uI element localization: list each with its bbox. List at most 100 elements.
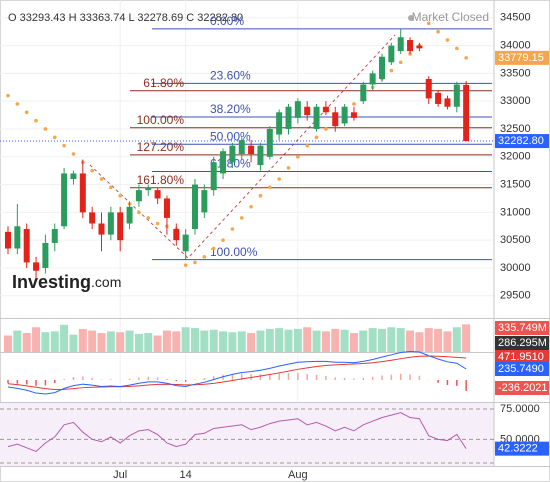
macd-hist xyxy=(91,377,93,380)
candle-body xyxy=(117,212,124,241)
sar-dot xyxy=(24,110,29,115)
candle-body xyxy=(79,173,86,213)
volume-ma-label-box xyxy=(495,336,549,350)
macd-hist xyxy=(82,376,84,380)
sar-dot xyxy=(183,263,188,267)
sar-dot xyxy=(118,193,122,198)
candle-body xyxy=(107,212,114,235)
macd-hist xyxy=(269,373,271,380)
volume-bar xyxy=(424,328,433,352)
macd-hist xyxy=(465,379,467,392)
candle-body xyxy=(42,242,49,268)
volume-bar xyxy=(134,333,143,352)
volume-bar xyxy=(378,328,386,352)
macd-hist xyxy=(203,378,206,380)
sar-dot xyxy=(445,38,450,42)
macd-hist xyxy=(343,377,346,380)
y-tick-label: 34000 xyxy=(500,39,531,51)
candle-body xyxy=(313,106,320,129)
volume-bar xyxy=(219,331,228,352)
macd-signal-label: 471.9510 xyxy=(498,351,544,363)
ohlc-value: 32282.80 xyxy=(197,12,243,24)
candle-body xyxy=(5,231,11,249)
volume-bar xyxy=(349,333,358,352)
macd-hist xyxy=(166,379,168,380)
rsi-label-box xyxy=(495,441,549,456)
ohlc-value: 33293.43 xyxy=(20,12,66,24)
candle-body xyxy=(388,45,395,63)
volume-bar xyxy=(359,330,368,352)
volume-bar xyxy=(396,328,405,352)
volume-ma-label: 286.295M xyxy=(498,337,547,349)
candle-body xyxy=(61,173,68,227)
sar-dot xyxy=(277,177,281,181)
candle-body xyxy=(248,145,255,154)
macd-hist xyxy=(231,373,234,380)
sar-dot xyxy=(6,93,10,98)
candle-body xyxy=(154,190,161,199)
volume-bar xyxy=(452,327,461,352)
x-tick-label: Jul xyxy=(113,469,127,481)
volume-bar xyxy=(293,328,302,352)
sar-dot xyxy=(137,210,141,215)
candle-body xyxy=(257,145,264,166)
sar-dot xyxy=(258,193,263,198)
last-price-label-box xyxy=(495,134,549,149)
macd-hist xyxy=(418,375,421,380)
candle-body xyxy=(14,226,21,249)
volume-bar xyxy=(60,324,69,352)
sar-dot xyxy=(305,143,310,148)
rsi-line xyxy=(7,412,467,453)
macd-hist xyxy=(446,379,449,386)
volume-bar xyxy=(209,329,218,352)
volume-bar xyxy=(443,331,452,352)
sar-dot xyxy=(249,205,253,209)
y-tick-label: 30500 xyxy=(500,234,531,246)
fib-label: 161.80% xyxy=(137,173,185,187)
volume-bar xyxy=(387,327,396,352)
sar-dot xyxy=(52,135,57,140)
sar-dot xyxy=(286,166,291,170)
candle-body xyxy=(379,56,385,79)
macd-hist xyxy=(44,379,47,386)
y-tick-label: 31000 xyxy=(500,206,531,218)
candle-body xyxy=(238,140,245,154)
macd-hist xyxy=(306,373,308,380)
candle-body xyxy=(173,229,180,241)
macd-hist xyxy=(25,379,28,385)
candle-body xyxy=(192,184,198,230)
fib-label: 0.00% xyxy=(210,14,244,28)
ohlc-header: O 33293.43 H 33363.74 L 32278.69 C 32282… xyxy=(8,12,243,24)
ohlc-value: 33363.74 xyxy=(80,12,126,24)
volume-bar xyxy=(162,330,171,352)
sar-dot xyxy=(109,185,113,190)
x-tick-label: 14 xyxy=(180,469,192,481)
candle-body xyxy=(89,212,96,224)
macd-hist xyxy=(212,376,215,380)
macd-hist xyxy=(362,377,365,380)
market-status: Market Closed xyxy=(412,10,489,24)
macd-label-box xyxy=(495,362,549,376)
fib-label: 100.00% xyxy=(137,113,185,127)
volume-bar xyxy=(340,329,349,352)
candle-body xyxy=(360,84,367,102)
volume-bar xyxy=(368,328,377,352)
candle-body xyxy=(135,190,142,202)
volume-bar xyxy=(256,330,265,352)
volume-bar xyxy=(228,332,237,352)
candle-body xyxy=(145,187,152,191)
macd-hist xyxy=(72,376,75,380)
volume-bar xyxy=(50,331,59,352)
volume-bar xyxy=(247,333,256,352)
y-tick-label: 34500 xyxy=(500,12,531,24)
candle-body xyxy=(33,262,40,271)
macd-hist xyxy=(381,375,383,380)
volume-bar xyxy=(434,328,443,352)
macd-hist xyxy=(437,379,439,383)
volume-bar xyxy=(32,327,41,352)
sar-dot xyxy=(202,255,207,259)
ohlc-name: L xyxy=(129,12,135,24)
candle-body xyxy=(425,78,432,99)
candle-body xyxy=(220,151,227,174)
